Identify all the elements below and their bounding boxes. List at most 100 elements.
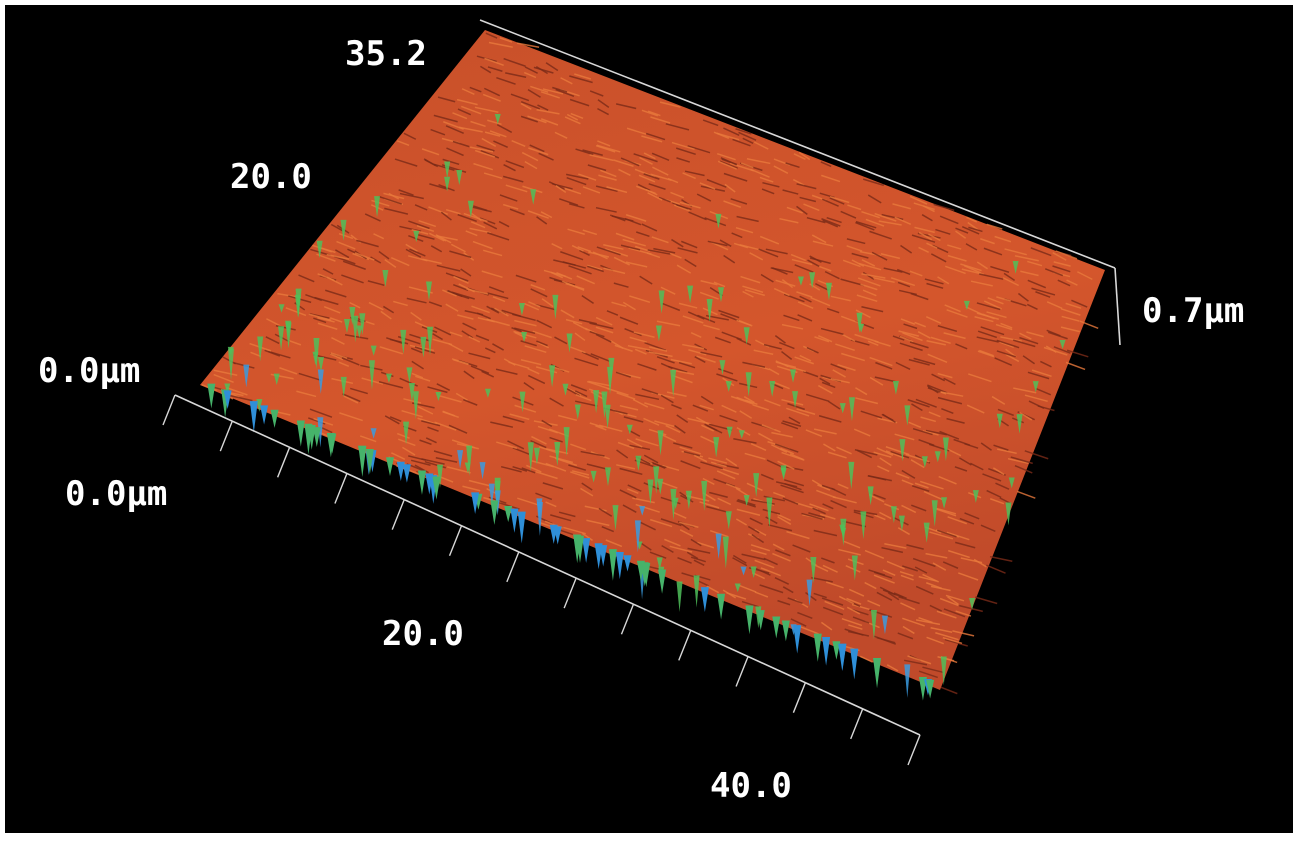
ridge xyxy=(554,131,568,139)
pit xyxy=(316,240,323,259)
ridge xyxy=(487,232,510,241)
ridge xyxy=(838,548,861,556)
ridge xyxy=(777,513,792,522)
ridge xyxy=(942,561,959,569)
ridge xyxy=(492,296,506,303)
pit xyxy=(479,462,486,480)
ridge xyxy=(575,148,594,156)
ridge xyxy=(946,531,970,541)
ridge xyxy=(882,569,896,577)
ridge xyxy=(329,317,343,323)
edge-spike xyxy=(700,587,709,612)
ridge xyxy=(463,212,488,223)
ridge xyxy=(700,395,714,405)
ridge xyxy=(368,301,384,311)
ridge xyxy=(536,109,560,115)
tick xyxy=(620,603,635,635)
ridge xyxy=(716,373,738,382)
ridge xyxy=(469,86,482,93)
ridge xyxy=(676,157,691,163)
ridge xyxy=(781,398,804,406)
ridge xyxy=(885,450,905,459)
ridge xyxy=(305,293,323,302)
pit xyxy=(753,473,760,498)
ridge xyxy=(1044,268,1064,277)
ridge xyxy=(996,339,1020,349)
ridge xyxy=(898,289,917,296)
ridge xyxy=(987,297,1004,305)
ridge xyxy=(699,291,719,300)
ridge xyxy=(955,610,972,617)
ridge xyxy=(458,126,483,133)
ridge xyxy=(862,289,877,297)
ridge xyxy=(721,331,742,341)
ridge xyxy=(455,392,469,401)
ridge xyxy=(803,203,820,212)
ridge xyxy=(542,482,564,490)
ridge xyxy=(560,309,575,319)
ridge xyxy=(926,242,938,249)
ridge xyxy=(997,448,1017,455)
pit xyxy=(740,566,747,576)
ridge xyxy=(632,398,649,408)
ridge xyxy=(929,604,942,612)
ridge xyxy=(841,352,865,362)
edge-spike xyxy=(838,643,847,671)
ridge xyxy=(629,336,647,343)
ridge xyxy=(524,66,538,74)
ridge xyxy=(687,311,705,320)
ridge xyxy=(847,204,862,211)
ridge xyxy=(384,259,397,268)
ridge xyxy=(309,408,333,418)
ridge xyxy=(432,338,453,346)
ridge xyxy=(732,138,751,147)
ridge xyxy=(961,225,980,235)
ridge xyxy=(822,503,834,510)
pit xyxy=(676,581,683,613)
ridge xyxy=(566,176,587,186)
ridge xyxy=(492,343,504,351)
ridge xyxy=(481,137,497,147)
ridge xyxy=(975,596,998,605)
edge-spike xyxy=(832,641,841,660)
ridge xyxy=(669,252,682,259)
ridge xyxy=(570,443,587,451)
ridge xyxy=(371,199,390,207)
ridge xyxy=(898,330,919,337)
ridge xyxy=(587,265,604,273)
ridge xyxy=(437,96,456,103)
ridge xyxy=(550,271,564,279)
pit xyxy=(257,336,264,362)
ridge xyxy=(419,439,432,445)
ridge xyxy=(453,283,469,292)
ridge xyxy=(810,297,831,307)
ridge xyxy=(753,141,769,150)
ridge xyxy=(417,417,438,425)
pit xyxy=(566,333,573,353)
ridge xyxy=(682,315,704,324)
ridge xyxy=(694,356,706,363)
ridge xyxy=(924,278,944,285)
ridge xyxy=(978,349,994,357)
ridge xyxy=(822,219,839,228)
z-label: 0.7μm xyxy=(1142,291,1244,331)
ridge xyxy=(909,195,928,205)
ridge xyxy=(511,140,526,147)
ridge xyxy=(676,204,692,211)
ridge xyxy=(986,223,1003,230)
ridge xyxy=(1013,387,1037,394)
ridge xyxy=(397,438,416,447)
ridge xyxy=(396,432,410,439)
ridge xyxy=(500,465,522,473)
ridge xyxy=(408,255,428,262)
pit xyxy=(706,298,713,322)
ridge xyxy=(993,444,1009,451)
ridge xyxy=(901,469,916,479)
pit xyxy=(934,451,941,463)
ridge xyxy=(828,400,841,410)
ridge xyxy=(906,544,924,550)
ridge xyxy=(581,351,599,360)
ridge xyxy=(746,482,763,492)
ridge xyxy=(697,580,709,587)
ridge xyxy=(911,234,936,243)
